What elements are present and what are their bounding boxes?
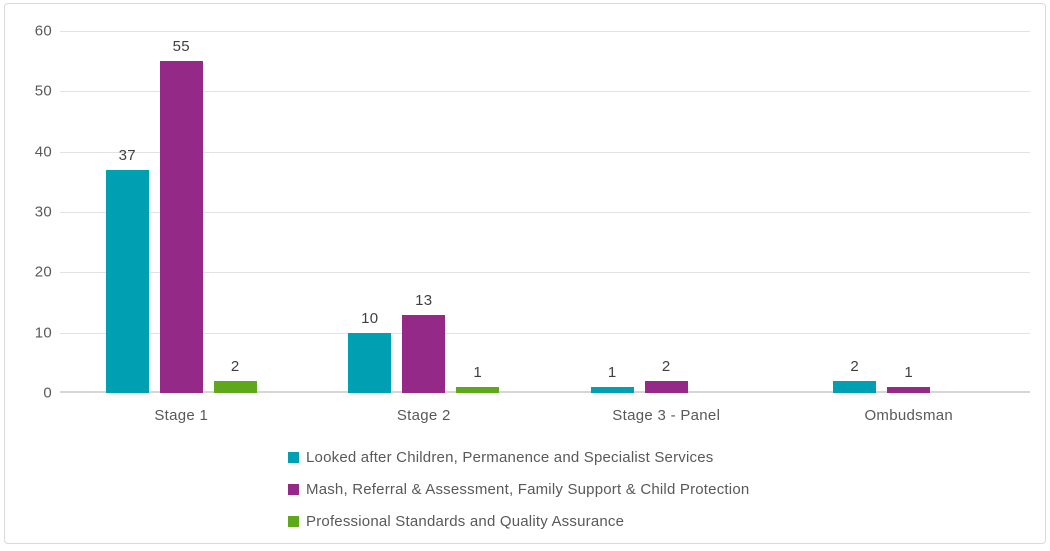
- legend-label-3: Professional Standards and Quality Assur…: [306, 512, 625, 530]
- gridline-y-10: [60, 332, 1030, 334]
- bar-stage-1-series-1: [105, 169, 149, 393]
- gridline-y-50: [60, 91, 1030, 93]
- y-axis-tick-label-30: 30: [34, 203, 52, 221]
- bar-value-label-stage-2-series-1: 10: [361, 309, 379, 327]
- legend-item-2: Mash, Referral & Assessment, Family Supp…: [288, 480, 749, 498]
- x-axis-category-label-ombudsman: Ombudsman: [864, 407, 954, 424]
- bar-value-label-ombudsman-series-1: 2: [850, 357, 860, 375]
- gridline-y-20: [60, 272, 1030, 274]
- legend-label-1: Looked after Children, Permanence and Sp…: [306, 448, 714, 466]
- x-axis-line: [60, 391, 1030, 393]
- y-axis-tick-label-0: 0: [43, 384, 52, 402]
- gridline-y-60: [60, 31, 1030, 32]
- bar-value-label-ombudsman-series-2: 1: [904, 363, 914, 381]
- legend-swatch-2: [288, 483, 299, 495]
- legend-item-1: Looked after Children, Permanence and Sp…: [288, 448, 749, 466]
- x-axis-category-label-stage-1: Stage 1: [154, 407, 209, 424]
- y-axis-tick-label-40: 40: [34, 143, 52, 161]
- bar-value-label-stage-2-series-3: 1: [473, 363, 483, 381]
- y-axis-tick-label-10: 10: [34, 324, 52, 342]
- bar-ombudsman-series-2: [887, 386, 931, 393]
- bar-stage-3-panel-series-1: [590, 386, 634, 393]
- bar-value-label-stage-1-series-1: 37: [118, 146, 136, 164]
- bar-ombudsman-series-1: [833, 380, 877, 393]
- y-axis-tick-label-20: 20: [34, 263, 52, 281]
- gridline-y-30: [60, 212, 1030, 213]
- legend: Looked after Children, Permanence and Sp…: [288, 448, 749, 544]
- legend-swatch-3: [288, 515, 299, 527]
- plot-area: 0 10 20 30 40 50 60 Stage 1 37 55 2 Stage 2 10 13 1 Sta…: [35, 23, 1030, 424]
- x-axis-category-label-stage-3-panel: Stage 3 - Panel: [612, 407, 721, 424]
- bar-stage-1-series-2: [159, 61, 203, 393]
- bar-value-label-stage-2-series-2: 13: [415, 291, 433, 309]
- chart-frame: 0 10 20 30 40 50 60 Stage 1 37 55 2 Stage 2 10 13 1 Sta…: [4, 3, 1046, 544]
- y-axis-tick-label-50: 50: [34, 82, 52, 100]
- legend-swatch-1: [288, 451, 299, 463]
- bar-value-label-stage-3-panel-series-1: 1: [607, 363, 617, 381]
- bar-value-label-stage-3-panel-series-2: 2: [661, 357, 671, 375]
- x-axis-category-label-stage-2: Stage 2: [396, 407, 451, 424]
- bar-stage-2-series-3: [456, 386, 500, 393]
- legend-label-2: Mash, Referral & Assessment, Family Supp…: [306, 480, 750, 498]
- bar-stage-2-series-2: [402, 314, 446, 393]
- bar-stage-1-series-3: [213, 380, 257, 393]
- legend-item-3: Professional Standards and Quality Assur…: [288, 512, 749, 530]
- y-axis-tick-label-60: 60: [34, 22, 52, 40]
- bar-value-label-stage-1-series-2: 55: [172, 38, 190, 56]
- bar-stage-3-panel-series-2: [644, 380, 688, 393]
- bar-value-label-stage-1-series-3: 2: [230, 357, 240, 375]
- bar-stage-2-series-1: [348, 332, 392, 393]
- gridline-y-40: [60, 151, 1030, 153]
